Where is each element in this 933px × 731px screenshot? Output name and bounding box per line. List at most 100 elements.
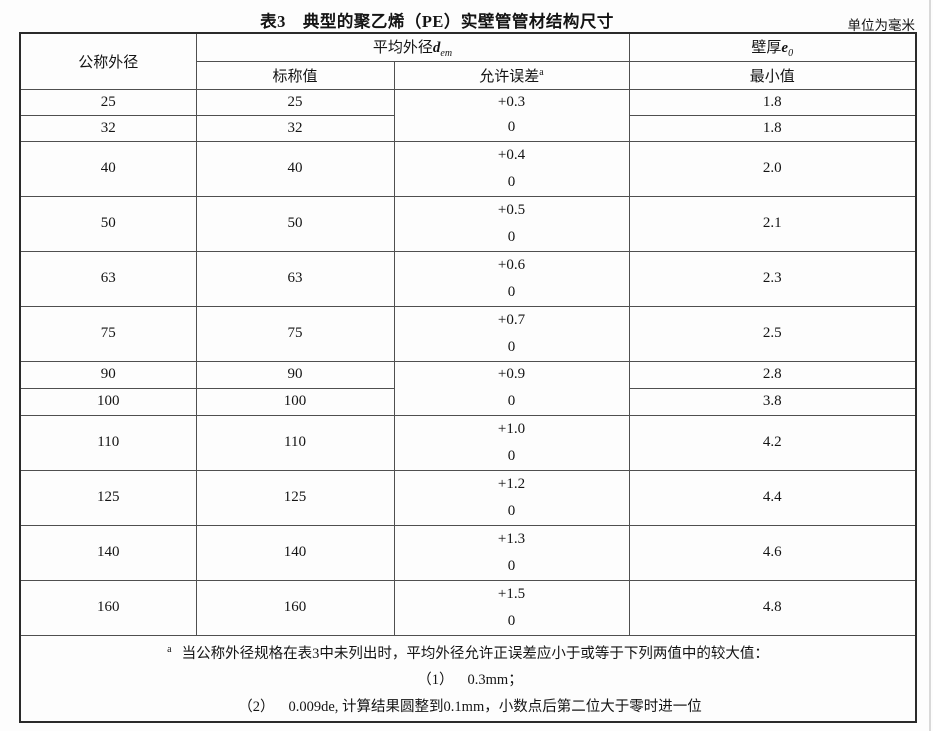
header-wall-thickness: 壁厚e0 <box>628 32 917 62</box>
header-nominal-od: 公称外径 <box>19 32 197 90</box>
cell-tolerance: +1.2 0 <box>393 469 630 526</box>
header-nominal-od-label: 公称外径 <box>78 54 139 71</box>
footnote-item2-number: （2） <box>238 699 275 716</box>
tolerance-plus: +1.5 <box>497 585 526 602</box>
footnote-item1-text: 0.3mm； <box>467 672 523 689</box>
cell-dn: 110 <box>19 414 197 471</box>
page-title: 表3 典型的聚乙烯（PE）实壁管管材结构尺寸 <box>260 12 614 31</box>
cell-tolerance: +1.0 0 <box>393 414 630 471</box>
tolerance-zero: 0 <box>507 228 516 245</box>
tolerance-footnote-marker: a <box>539 66 544 78</box>
scan-edge-artifact <box>929 0 931 731</box>
tolerance-zero: 0 <box>507 557 516 574</box>
table-row: 63 63 +0.6 0 2.3 <box>19 250 917 307</box>
tolerance-plus: +1.0 <box>497 420 526 437</box>
header-nominal-value: 标称值 <box>195 60 395 90</box>
cell-min-wall: 4.6 <box>628 524 917 581</box>
tolerance-plus: +0.6 <box>497 256 526 273</box>
tolerance-zero: 0 <box>507 338 516 355</box>
table-row: 125 125 +1.2 0 4.4 <box>19 469 917 526</box>
tolerance-plus: +0.5 <box>497 201 526 218</box>
pipe-dimensions-table: 公称外径 平均外径dem 壁厚e0 标称值 允许误差a 最小值 <box>19 32 917 724</box>
footnote-text: 当公称外径规格在表3中未列出时，平均外径允许正误差应小于或等于下列两值中的较大值… <box>181 645 769 662</box>
tolerance-zero: 0 <box>507 173 516 190</box>
tolerance-zero: 0 <box>507 447 516 464</box>
header-wall-label: 壁厚 <box>751 39 782 56</box>
tolerance-plus: +0.4 <box>497 146 526 163</box>
cell-nominal: 110 <box>195 414 395 471</box>
cell-dn: 100 <box>19 387 197 416</box>
wall-subscript: 0 <box>788 47 794 59</box>
header-min-value: 最小值 <box>628 60 917 90</box>
cell-nominal: 50 <box>195 195 395 252</box>
titlebar: 表3 典型的聚乙烯（PE）实壁管管材结构尺寸 单位为毫米 <box>19 6 916 33</box>
cell-nominal: 63 <box>195 250 395 307</box>
header-row-1: 公称外径 平均外径dem 壁厚e0 <box>19 32 917 90</box>
cell-min-wall: 2.8 <box>628 360 917 389</box>
cell-min-wall: 4.2 <box>628 414 917 471</box>
cell-min-wall: 1.8 <box>628 88 917 116</box>
tolerance-plus: +0.3 <box>497 93 526 110</box>
footnote-line-1: a 当公称外径规格在表3中未列出时，平均外径允许正误差应小于或等于下列两值中的较大… <box>21 636 915 668</box>
tolerance-zero: 0 <box>507 612 516 629</box>
tolerance-zero: 0 <box>507 392 516 409</box>
cell-nominal: 75 <box>195 305 395 362</box>
footnote-item1-number: （1） <box>417 672 454 689</box>
tolerance-zero: 0 <box>507 283 516 300</box>
avg-od-symbol: d <box>432 39 441 56</box>
header-avg-od: 平均外径dem <box>195 32 630 62</box>
cell-dn: 160 <box>19 579 197 636</box>
header-tolerance: 允许误差a <box>393 60 630 90</box>
cell-nominal: 100 <box>195 387 395 416</box>
cell-tolerance: +0.3 0 <box>393 88 630 142</box>
cell-nominal: 90 <box>195 360 395 389</box>
tolerance-zero: 0 <box>507 502 516 519</box>
cell-min-wall: 2.1 <box>628 195 917 252</box>
tolerance-zero: 0 <box>507 119 516 136</box>
tolerance-plus: +0.9 <box>497 366 526 383</box>
cell-dn: 63 <box>19 250 197 307</box>
tolerance-plus: +0.7 <box>497 311 526 328</box>
cell-tolerance: +1.3 0 <box>393 524 630 581</box>
cell-min-wall: 4.8 <box>628 579 917 636</box>
cell-tolerance: +0.7 0 <box>393 305 630 362</box>
table-row: 90 90 +0.9 0 2.8 <box>19 360 917 416</box>
cell-nominal: 40 <box>195 140 395 197</box>
footnote-line-2: （1） 0.3mm； <box>21 667 915 694</box>
cell-dn: 40 <box>19 140 197 197</box>
header-tolerance-label: 允许误差 <box>479 68 540 85</box>
cell-nominal: 160 <box>195 579 395 636</box>
cell-min-wall: 3.8 <box>628 387 917 416</box>
cell-nominal: 125 <box>195 469 395 526</box>
cell-nominal: 140 <box>195 524 395 581</box>
tolerance-plus: +1.2 <box>497 475 526 492</box>
cell-dn: 75 <box>19 305 197 362</box>
table-row: 50 50 +0.5 0 2.1 <box>19 195 917 252</box>
footnote-line-3: （2） 0.009de, 计算结果圆整到0.1mm，小数点后第二位大于零时进一位 <box>21 694 915 721</box>
footnote-item2-text: 0.009de, 计算结果圆整到0.1mm，小数点后第二位大于零时进一位 <box>288 699 702 716</box>
wall-symbol: e <box>781 39 789 56</box>
cell-min-wall: 2.3 <box>628 250 917 307</box>
table-row: 75 75 +0.7 0 2.5 <box>19 305 917 362</box>
header-min-value-label: 最小值 <box>749 68 795 85</box>
cell-dn: 50 <box>19 195 197 252</box>
cell-tolerance: +1.5 0 <box>393 579 630 636</box>
header-avg-od-label: 平均外径 <box>372 39 433 56</box>
footnote-cell: a 当公称外径规格在表3中未列出时，平均外径允许正误差应小于或等于下列两值中的较大… <box>19 634 917 723</box>
table-row: 25 25 +0.3 0 1.8 <box>19 88 917 142</box>
cell-tolerance: +0.9 0 <box>393 360 630 416</box>
header-nominal-value-label: 标称值 <box>272 68 318 85</box>
cell-min-wall: 2.5 <box>628 305 917 362</box>
table-row: 110 110 +1.0 0 4.2 <box>19 414 917 471</box>
cell-min-wall: 2.0 <box>628 140 917 197</box>
cell-dn: 140 <box>19 524 197 581</box>
cell-min-wall: 4.4 <box>628 469 917 526</box>
footnote-row: a 当公称外径规格在表3中未列出时，平均外径允许正误差应小于或等于下列两值中的较大… <box>19 634 917 723</box>
cell-tolerance: +0.6 0 <box>393 250 630 307</box>
avg-od-subscript: em <box>440 47 453 59</box>
cell-min-wall: 1.8 <box>628 114 917 142</box>
table-row: 40 40 +0.4 0 2.0 <box>19 140 917 197</box>
unit-note: 单位为毫米 <box>847 18 916 33</box>
cell-dn: 32 <box>19 114 197 142</box>
